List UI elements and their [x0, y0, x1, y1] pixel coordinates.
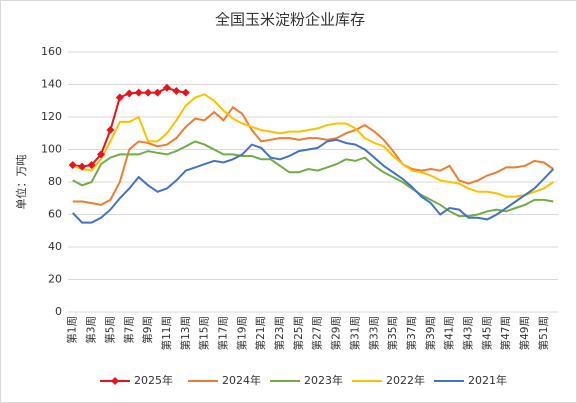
series-marker	[87, 160, 96, 169]
series-marker	[125, 89, 134, 98]
x-tick-label: 第33周	[367, 316, 380, 350]
series-line	[72, 140, 554, 218]
series-marker	[134, 88, 143, 97]
series-line	[72, 93, 554, 198]
x-tick-label: 第17周	[216, 316, 229, 350]
legend-label: 2025年	[134, 373, 173, 387]
x-tick-label: 第31周	[348, 316, 361, 350]
y-tick-label: 100	[41, 143, 62, 156]
series-marker	[106, 126, 115, 134]
x-tick-label: 第37周	[405, 316, 418, 350]
x-tick-label: 第13周	[179, 316, 192, 350]
y-tick-label: 120	[41, 110, 62, 123]
y-tick-label: 60	[48, 208, 62, 221]
x-tick-label: 第3周	[85, 316, 98, 344]
series-marker	[181, 88, 190, 97]
chart-title: 全国玉米淀粉企业库存	[215, 11, 365, 29]
legend-marker	[111, 377, 119, 385]
series-marker	[162, 83, 171, 92]
x-tick-label: 第15周	[198, 316, 211, 350]
y-axis-label: 单位：万吨	[14, 155, 28, 210]
series-line	[71, 138, 555, 224]
series-marker	[68, 160, 77, 169]
x-tick-label: 第19周	[235, 316, 248, 350]
series-line	[72, 105, 554, 206]
series-marker	[153, 88, 162, 97]
x-tick-label: 第7周	[122, 316, 135, 344]
x-tick-label: 第35周	[386, 316, 399, 350]
x-tick-label: 第51周	[537, 316, 550, 350]
x-tick-label: 第25周	[292, 316, 305, 350]
series-marker	[78, 162, 87, 171]
series-marker	[115, 93, 124, 102]
y-tick-label: 40	[48, 240, 62, 253]
legend-label: 2021年	[468, 373, 507, 387]
series-marker	[96, 150, 105, 159]
y-tick-label: 20	[48, 273, 62, 286]
y-tick-label: 80	[48, 175, 62, 188]
series-marker	[172, 87, 181, 95]
x-tick-label: 第9周	[141, 316, 154, 344]
x-tick-label: 第21周	[254, 316, 267, 350]
x-tick-label: 第29周	[330, 316, 343, 350]
x-tick-label: 第43周	[461, 316, 474, 350]
x-tick-label: 第45周	[480, 316, 493, 350]
y-tick-label: 160	[41, 45, 62, 58]
x-tick-label: 第49周	[518, 316, 531, 350]
legend-label: 2023年	[304, 373, 343, 387]
legend-label: 2024年	[222, 373, 261, 387]
series-marker	[144, 88, 153, 97]
x-tick-label: 第47周	[499, 316, 512, 350]
x-tick-label: 第23周	[273, 316, 286, 350]
y-tick-label: 0	[55, 305, 62, 318]
x-tick-label: 第41周	[443, 316, 456, 350]
x-tick-label: 第27周	[311, 316, 324, 350]
x-tick-label: 第11周	[160, 316, 173, 350]
x-tick-label: 第5周	[103, 316, 116, 344]
x-tick-label: 第39周	[424, 316, 437, 350]
y-tick-label: 140	[41, 78, 62, 91]
legend-label: 2022年	[386, 373, 425, 387]
x-tick-label: 第1周	[66, 316, 79, 344]
